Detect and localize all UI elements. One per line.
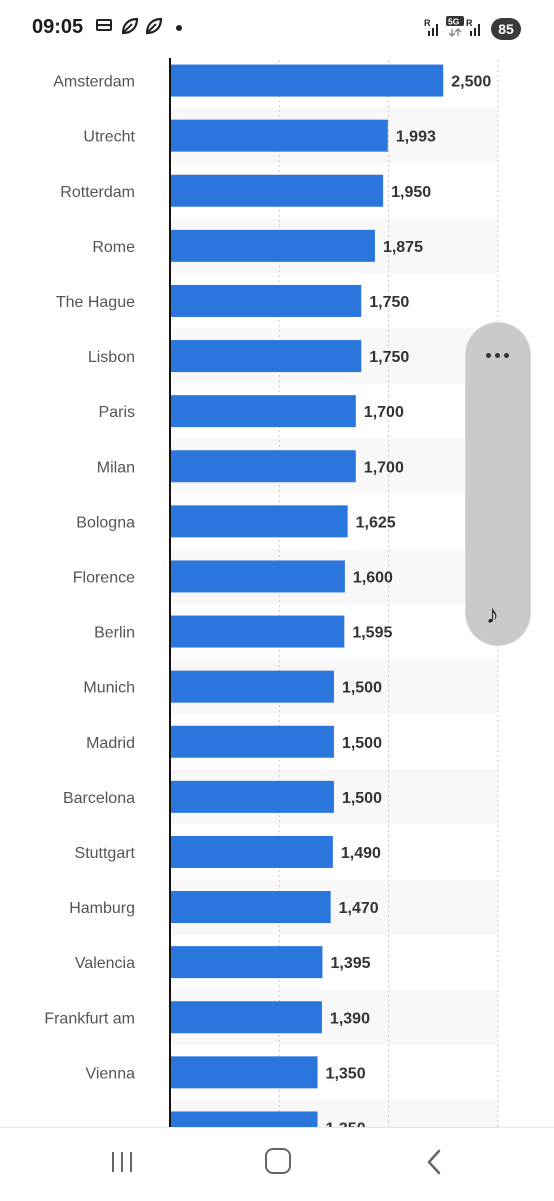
value-label: 1,490 bbox=[341, 845, 381, 862]
category-label: The Hague bbox=[56, 294, 135, 311]
value-label: 2,500 bbox=[451, 74, 491, 91]
category-label: Madrid bbox=[86, 735, 135, 752]
music-note-icon[interactable]: ♪ bbox=[486, 599, 499, 629]
more-horizontal-icon[interactable] bbox=[484, 345, 512, 361]
bar[interactable] bbox=[170, 560, 345, 593]
bar[interactable] bbox=[170, 1056, 318, 1089]
value-label: 1,625 bbox=[356, 514, 396, 531]
rent-bar-chart[interactable]: Amsterdam 2,500 Utrecht 1,993 Rotterdam 1,950… bbox=[0, 50, 554, 1200]
value-label: 1,500 bbox=[342, 790, 382, 807]
leaf-icon bbox=[145, 17, 163, 35]
value-label: 1,700 bbox=[364, 459, 404, 476]
value-label: 1,600 bbox=[353, 569, 393, 586]
category-label: Barcelona bbox=[63, 790, 135, 807]
bar[interactable] bbox=[170, 229, 375, 262]
status-bar: 09:05 R 5G R 85 bbox=[0, 0, 554, 58]
bar[interactable] bbox=[170, 450, 356, 483]
value-label: 1,390 bbox=[330, 1010, 370, 1027]
category-label: Bologna bbox=[76, 514, 135, 531]
category-label: Vienna bbox=[85, 1065, 135, 1082]
bar[interactable] bbox=[170, 615, 345, 648]
bar[interactable] bbox=[170, 946, 323, 979]
value-label: 1,750 bbox=[369, 349, 409, 366]
chart-canvas: Amsterdam 2,500 Utrecht 1,993 Rotterdam 1,950… bbox=[44, 50, 499, 1200]
category-label: Valencia bbox=[75, 955, 135, 972]
bar[interactable] bbox=[170, 340, 362, 373]
bar[interactable] bbox=[170, 395, 356, 428]
category-label: Milan bbox=[97, 459, 135, 476]
bar[interactable] bbox=[170, 835, 333, 868]
category-label: Paris bbox=[99, 404, 135, 421]
category-label: Berlin bbox=[94, 625, 135, 642]
status-time: 09:05 bbox=[32, 16, 84, 38]
value-label: 1,700 bbox=[364, 404, 404, 421]
category-label: Florence bbox=[73, 569, 135, 586]
category-label: Hamburg bbox=[69, 900, 135, 917]
category-label: Utrecht bbox=[83, 129, 135, 146]
bar[interactable] bbox=[170, 64, 444, 97]
floating-music-panel[interactable]: ♪ bbox=[466, 323, 530, 645]
category-label: Rotterdam bbox=[60, 184, 135, 201]
recent-apps-icon[interactable] bbox=[110, 1150, 134, 1174]
signal-icon: R bbox=[424, 18, 438, 36]
value-label: 1,950 bbox=[391, 184, 431, 201]
notification-dot-icon bbox=[176, 25, 182, 31]
category-label: Stuttgart bbox=[75, 845, 136, 862]
5g-icon: 5G bbox=[446, 16, 464, 37]
value-label: 1,395 bbox=[330, 955, 370, 972]
value-label: 1,875 bbox=[383, 239, 423, 256]
category-label: Rome bbox=[92, 239, 135, 256]
bar[interactable] bbox=[170, 780, 334, 813]
home-icon[interactable] bbox=[265, 1148, 291, 1174]
network-label: 5G bbox=[448, 17, 460, 27]
navigation-bar bbox=[0, 1127, 554, 1201]
category-label: Munich bbox=[83, 680, 135, 697]
value-label: 1,470 bbox=[339, 900, 379, 917]
category-label: Amsterdam bbox=[53, 74, 135, 91]
sim-label: R bbox=[424, 18, 431, 28]
bar[interactable] bbox=[170, 174, 384, 207]
bar[interactable] bbox=[170, 505, 348, 538]
value-label: 1,595 bbox=[352, 625, 392, 642]
bar[interactable] bbox=[170, 119, 388, 152]
back-icon[interactable] bbox=[424, 1148, 444, 1176]
signal-icon: R bbox=[466, 18, 480, 36]
bar[interactable] bbox=[170, 1001, 322, 1034]
card-icon bbox=[96, 19, 112, 31]
bar[interactable] bbox=[170, 891, 331, 924]
sim-label: R bbox=[466, 18, 473, 28]
category-label: Frankfurt am bbox=[44, 1010, 135, 1027]
category-label: Lisbon bbox=[88, 349, 135, 366]
value-label: 1,750 bbox=[369, 294, 409, 311]
bar[interactable] bbox=[170, 284, 362, 317]
value-label: 1,350 bbox=[326, 1065, 366, 1082]
value-label: 1,500 bbox=[342, 735, 382, 752]
bar[interactable] bbox=[170, 670, 334, 703]
value-label: 1,993 bbox=[396, 129, 436, 146]
value-label: 1,500 bbox=[342, 680, 382, 697]
battery-indicator: 85 bbox=[491, 18, 521, 40]
bar[interactable] bbox=[170, 725, 334, 758]
leaf-icon bbox=[121, 17, 139, 35]
